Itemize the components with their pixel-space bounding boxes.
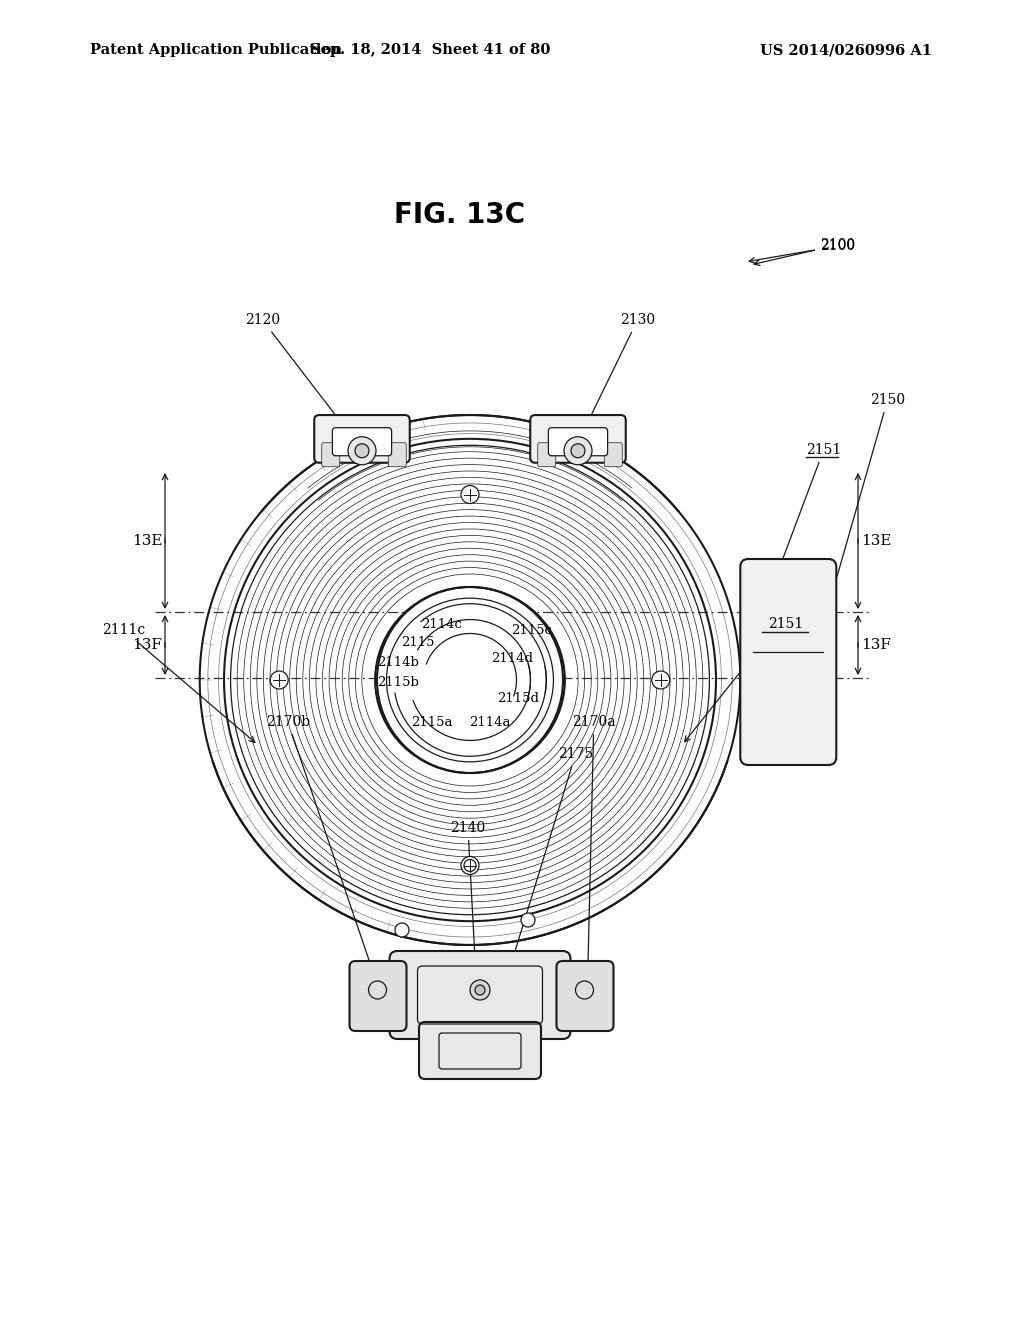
Text: 2151: 2151 [768,616,803,631]
Circle shape [571,444,585,458]
Circle shape [564,437,592,465]
Text: 2111g: 2111g [685,624,795,742]
Text: 13E: 13E [861,535,891,548]
Circle shape [652,671,670,689]
Circle shape [395,923,409,937]
Circle shape [461,857,479,874]
FancyBboxPatch shape [740,558,837,766]
Circle shape [355,444,369,458]
Text: Sep. 18, 2014  Sheet 41 of 80: Sep. 18, 2014 Sheet 41 of 80 [310,44,550,57]
Text: 2175: 2175 [500,747,593,997]
Text: 2150: 2150 [828,393,905,603]
Text: 2170b: 2170b [266,715,377,981]
Text: 2151: 2151 [759,444,842,620]
FancyBboxPatch shape [322,442,340,467]
Text: Patent Application Publication: Patent Application Publication [90,44,342,57]
Text: 2114c: 2114c [422,619,463,631]
Ellipse shape [375,587,565,774]
Text: US 2014/0260996 A1: US 2014/0260996 A1 [760,44,932,57]
Text: 2114d: 2114d [490,652,534,664]
Circle shape [461,486,479,503]
FancyBboxPatch shape [419,1022,541,1078]
Text: 2115d: 2115d [497,692,539,705]
FancyBboxPatch shape [388,442,407,467]
FancyBboxPatch shape [389,950,570,1039]
FancyBboxPatch shape [349,961,407,1031]
Text: 13F: 13F [861,638,891,652]
Text: 2100: 2100 [750,239,855,263]
Text: 2130: 2130 [569,313,655,459]
Text: 2115b: 2115b [377,676,419,689]
Text: 2114a: 2114a [469,715,511,729]
FancyBboxPatch shape [314,414,410,463]
FancyBboxPatch shape [333,428,391,455]
FancyBboxPatch shape [604,442,623,467]
Text: 2111c: 2111c [101,623,255,742]
Text: 2115: 2115 [401,635,435,648]
FancyBboxPatch shape [530,414,626,463]
Circle shape [521,913,535,927]
Circle shape [470,979,490,1001]
Circle shape [464,859,476,871]
Text: 2120: 2120 [245,313,370,459]
Circle shape [348,437,376,465]
Circle shape [270,671,288,689]
Text: 2100: 2100 [754,238,855,265]
Circle shape [475,985,485,995]
Text: 2140: 2140 [451,821,485,1047]
Text: 2114b: 2114b [377,656,419,668]
Text: 2115c: 2115c [512,623,552,636]
FancyBboxPatch shape [549,428,607,455]
FancyBboxPatch shape [538,442,556,467]
Text: FIG. 13C: FIG. 13C [394,201,525,228]
Text: 2115a: 2115a [412,715,453,729]
Text: 2170a: 2170a [572,715,615,981]
Text: 13E: 13E [132,535,162,548]
Text: 13F: 13F [132,638,162,652]
FancyBboxPatch shape [556,961,613,1031]
